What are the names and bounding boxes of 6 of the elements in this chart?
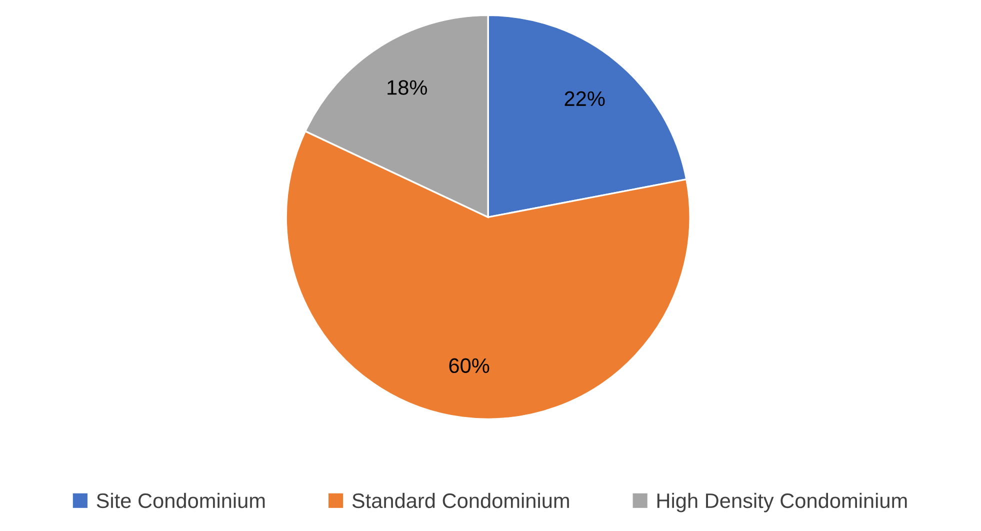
data-label: 18% bbox=[388, 80, 427, 95]
legend-label: Site Condominium bbox=[96, 492, 265, 508]
data-label: 60% bbox=[449, 358, 490, 374]
data-label: 22% bbox=[564, 91, 605, 106]
legend-label: Standard Condominium bbox=[352, 492, 569, 508]
legend-label: High Density Condominium bbox=[657, 492, 907, 512]
